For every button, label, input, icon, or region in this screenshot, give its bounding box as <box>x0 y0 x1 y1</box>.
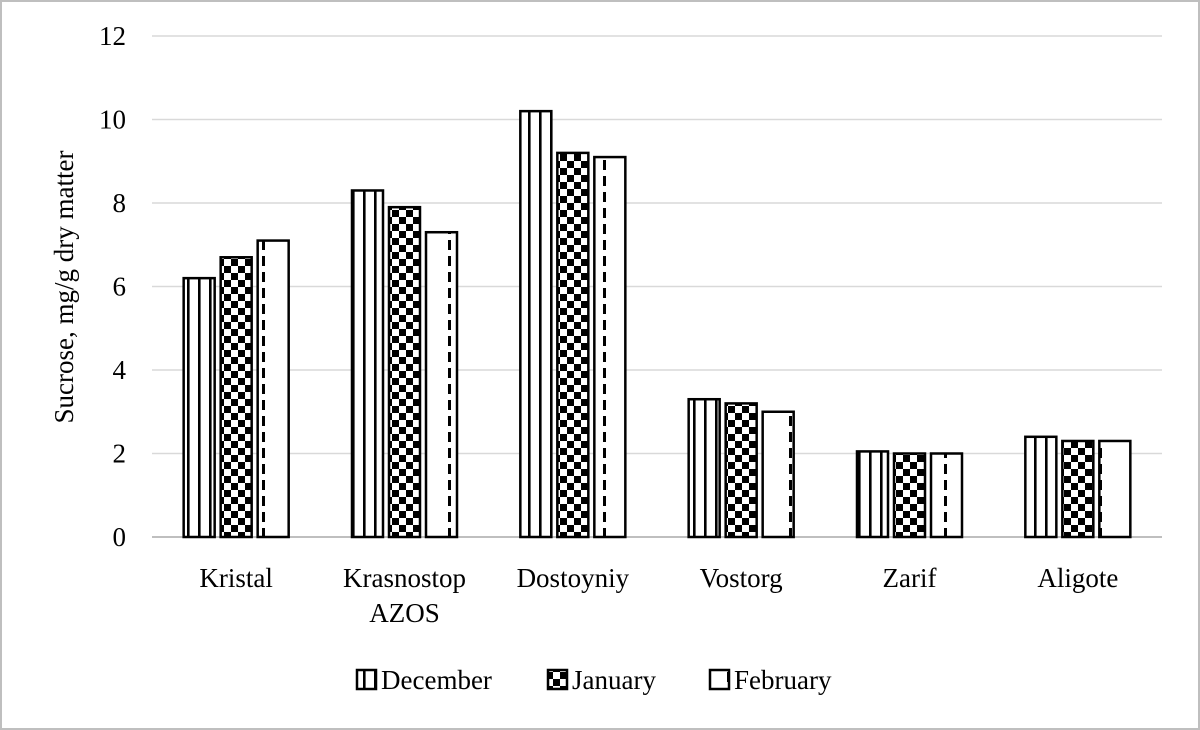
bar-february-5 <box>1098 439 1132 539</box>
x-category-label: Aligote <box>1037 563 1118 593</box>
gridlines <box>152 35 1162 455</box>
y-tick-label: 2 <box>113 439 127 469</box>
bar-december-3 <box>687 397 721 539</box>
bar-december-2 <box>519 109 553 539</box>
y-tick-label: 6 <box>113 272 127 302</box>
x-category-label: Vostorg <box>700 563 783 593</box>
legend-swatch-february <box>708 668 731 691</box>
legend-label-february: February <box>734 665 832 695</box>
y-tick-label: 4 <box>113 355 127 385</box>
bar-january-5 <box>1061 439 1095 539</box>
bar-february-2 <box>593 155 627 539</box>
bar-february-4 <box>929 452 964 539</box>
bar-february-3 <box>761 410 795 539</box>
legend-label-january: January <box>572 665 656 695</box>
y-tick-label: 0 <box>113 522 127 552</box>
bar-february-0 <box>256 239 290 539</box>
x-axis-categories: Kristal Krasnostop AZOS Dostoyniy Vostorg Zar… <box>199 563 1118 628</box>
bar-january-4 <box>892 452 927 539</box>
bar-december-5 <box>1024 435 1058 539</box>
x-category-label: AZOS <box>369 598 440 628</box>
bar-december-4 <box>855 450 890 539</box>
x-category-label: Dostoyniy <box>517 563 630 593</box>
legend-swatch-december <box>355 668 378 691</box>
bars <box>182 109 1132 539</box>
legend-swatch-january <box>546 668 569 691</box>
y-axis-label: Sucrose, mg/g dry matter <box>49 151 79 424</box>
bar-january-1 <box>387 205 422 539</box>
bar-january-2 <box>556 151 590 539</box>
x-category-label: Zarif <box>883 563 937 593</box>
bar-january-0 <box>219 256 253 539</box>
bar-december-0 <box>182 276 216 539</box>
y-tick-label: 10 <box>99 105 126 135</box>
x-category-label: Krasnostop <box>343 563 466 593</box>
legend: December January February <box>355 665 832 695</box>
bar-december-1 <box>350 189 385 539</box>
y-tick-label: 12 <box>99 21 126 51</box>
x-category-label: Kristal <box>199 563 273 593</box>
bar-february-1 <box>424 230 459 539</box>
y-axis: 0 2 4 6 8 10 12 <box>99 21 1162 552</box>
legend-label-december: December <box>381 665 492 695</box>
y-tick-label: 8 <box>113 188 127 218</box>
bar-january-3 <box>724 402 758 539</box>
